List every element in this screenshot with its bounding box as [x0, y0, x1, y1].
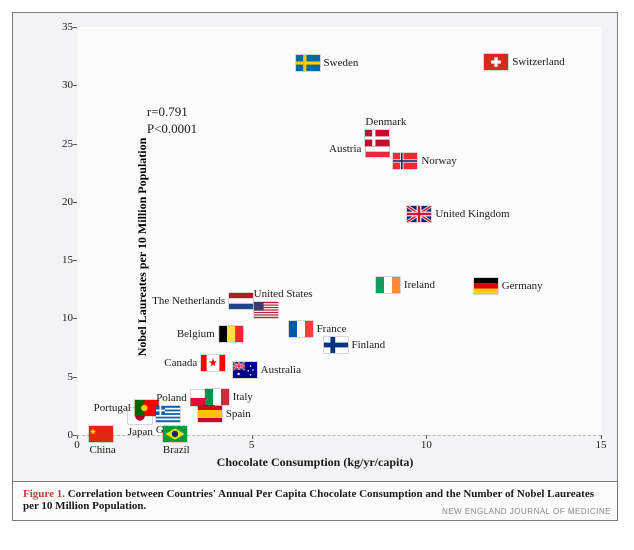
- y-tick-mark: [73, 318, 77, 319]
- country-label: Canada: [164, 357, 197, 369]
- data-point-sweden: Sweden: [296, 55, 359, 71]
- data-point-the-netherlands: The Netherlands: [152, 293, 253, 309]
- y-tick-label: 35: [53, 21, 73, 33]
- x-tick-mark: [601, 435, 602, 439]
- data-point-china: China: [89, 426, 115, 456]
- country-label: Australia: [261, 364, 301, 376]
- flag-icon: [219, 326, 243, 342]
- chart-frame: Nobel Laureates per 10 Million Populatio…: [12, 12, 618, 482]
- flag-icon: [205, 389, 229, 405]
- data-point-spain: Spain: [198, 406, 251, 422]
- x-tick-label: 5: [237, 439, 267, 451]
- flag-icon: [156, 406, 180, 422]
- y-tick-label: 5: [53, 371, 73, 383]
- data-point-brazil: Brazil: [163, 426, 190, 456]
- flag-icon: [201, 355, 225, 371]
- flag-icon: [254, 302, 278, 318]
- flag-icon: [474, 278, 498, 294]
- flag-icon: [296, 55, 320, 71]
- data-point-portugal: Portugal: [94, 400, 159, 416]
- country-label: Belgium: [177, 328, 215, 340]
- data-point-finland: Finland: [324, 337, 386, 353]
- data-point-norway: Norway: [393, 153, 456, 169]
- y-tick-mark: [73, 27, 77, 28]
- country-label: Denmark: [365, 116, 406, 128]
- flag-icon: [376, 277, 400, 293]
- data-point-canada: Canada: [164, 355, 225, 371]
- country-label: United Kingdom: [435, 208, 509, 220]
- country-label: United States: [254, 288, 313, 300]
- data-point-france: France: [289, 321, 347, 337]
- country-label: Norway: [421, 155, 456, 167]
- flag-icon: [393, 153, 417, 169]
- x-tick-label: 10: [411, 439, 441, 451]
- caption-label: Figure 1.: [23, 488, 65, 500]
- country-label: Switzerland: [512, 56, 565, 68]
- stat-p: P<0.0001: [147, 120, 197, 138]
- country-label: Poland: [156, 392, 187, 404]
- flag-icon: [407, 206, 431, 222]
- country-label: Japan: [128, 426, 153, 438]
- country-label: Austria: [329, 143, 361, 155]
- plot-area: [77, 27, 601, 435]
- y-tick-label: 10: [53, 312, 73, 324]
- data-point-australia: Australia: [233, 362, 301, 378]
- x-tick-label: 15: [586, 439, 616, 451]
- x-tick-label: 0: [62, 439, 92, 451]
- country-label: Ireland: [404, 279, 435, 291]
- y-tick-mark: [73, 144, 77, 145]
- country-label: Germany: [502, 280, 543, 292]
- flag-icon: [229, 293, 253, 309]
- data-point-ireland: Ireland: [376, 277, 435, 293]
- y-tick-mark: [73, 85, 77, 86]
- flag-icon: [89, 426, 113, 442]
- data-point-united-states: United States: [254, 288, 313, 318]
- flag-icon: [365, 130, 389, 146]
- y-tick-mark: [73, 202, 77, 203]
- y-tick-label: 25: [53, 138, 73, 150]
- country-label: France: [317, 323, 347, 335]
- y-axis-label: Nobel Laureates per 10 Million Populatio…: [135, 138, 150, 357]
- figure-caption: Figure 1. Correlation between Countries'…: [12, 482, 618, 521]
- country-label: The Netherlands: [152, 295, 225, 307]
- x-axis-label: Chocolate Consumption (kg/yr/capita): [217, 455, 414, 470]
- stats-annotation: r=0.791P<0.0001: [147, 103, 197, 138]
- y-tick-label: 30: [53, 79, 73, 91]
- flag-icon: [198, 406, 222, 422]
- country-label: Sweden: [324, 57, 359, 69]
- source-credit: NEW ENGLAND JOURNAL OF MEDICINE: [442, 507, 611, 516]
- data-point-switzerland: Switzerland: [484, 54, 565, 70]
- flag-icon: [484, 54, 508, 70]
- y-tick-mark: [73, 377, 77, 378]
- flag-icon: [163, 426, 187, 442]
- country-label: China: [89, 444, 115, 456]
- data-point-belgium: Belgium: [177, 326, 243, 342]
- country-label: Portugal: [94, 402, 131, 414]
- data-point-denmark: Denmark: [365, 116, 406, 146]
- stat-r: r=0.791: [147, 103, 197, 121]
- flag-icon: [324, 337, 348, 353]
- country-label: Italy: [233, 391, 253, 403]
- country-label: Spain: [226, 408, 251, 420]
- data-point-germany: Germany: [474, 278, 543, 294]
- y-tick-label: 15: [53, 254, 73, 266]
- flag-icon: [289, 321, 313, 337]
- y-tick-mark: [73, 260, 77, 261]
- y-tick-label: 20: [53, 196, 73, 208]
- flag-icon: [233, 362, 257, 378]
- data-point-united-kingdom: United Kingdom: [407, 206, 509, 222]
- country-label: Finland: [352, 339, 386, 351]
- data-point-italy: Italy: [205, 389, 253, 405]
- country-label: Brazil: [163, 444, 190, 456]
